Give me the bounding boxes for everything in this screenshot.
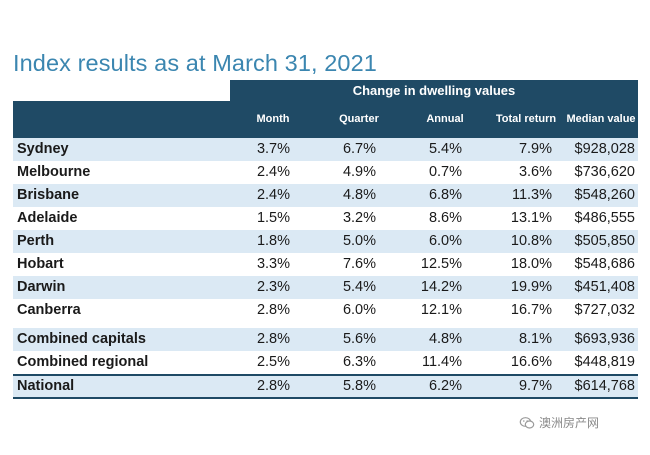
cell-month: 2.5%: [256, 354, 290, 370]
cell-quarter: 5.8%: [342, 378, 376, 394]
row-region-name: Melbourne: [17, 164, 91, 180]
cell-quarter: 6.3%: [342, 354, 376, 370]
column-header-total-return: Total return: [495, 113, 557, 126]
cell-quarter: 4.8%: [342, 187, 376, 203]
cell-month: 2.8%: [256, 378, 290, 394]
column-header-quarter: Quarter: [339, 113, 379, 126]
table-row: Hobart 3.3% 7.6% 12.5% 18.0% $548,686: [13, 253, 638, 276]
cell-annual: 14.2%: [420, 279, 462, 295]
table-row: Combined regional 2.5% 6.3% 11.4% 16.6% $448,…: [13, 351, 638, 374]
cell-quarter: 6.7%: [342, 141, 376, 157]
cell-quarter: 5.6%: [342, 331, 376, 347]
cell-annual: 6.0%: [428, 233, 462, 249]
cell-total: 16.6%: [510, 354, 552, 370]
watermark-text: 澳洲房产网: [539, 416, 600, 430]
cell-total: 11.3%: [511, 187, 552, 203]
cell-annual: 8.6%: [428, 210, 462, 226]
row-region-name: Adelaide: [17, 210, 78, 226]
cell-month: 2.4%: [256, 187, 290, 203]
cell-median: $548,686: [574, 256, 635, 272]
page-title: Index results as at March 31, 2021: [13, 50, 377, 76]
cell-month: 3.7%: [256, 141, 290, 157]
column-header-month: Month: [256, 113, 290, 126]
table-row: Canberra 2.8% 6.0% 12.1% 16.7% $727,032: [13, 299, 638, 322]
cell-month: 2.8%: [256, 331, 290, 347]
cell-total: 13.1%: [510, 210, 552, 226]
table-bottom-rule: [13, 397, 638, 399]
cell-annual: 5.4%: [428, 141, 462, 157]
table-row: Perth 1.8% 5.0% 6.0% 10.8% $505,850: [13, 230, 638, 253]
cell-month: 1.8%: [256, 233, 290, 249]
row-region-name: Canberra: [17, 302, 81, 318]
cell-annual: 4.8%: [428, 331, 462, 347]
column-header-annual: Annual: [426, 113, 464, 126]
wechat-logo-icon: [519, 416, 535, 429]
table-row: Adelaide 1.5% 3.2% 8.6% 13.1% $486,555: [13, 207, 638, 230]
cell-total: 9.7%: [518, 378, 552, 394]
cell-month: 1.5%: [256, 210, 290, 226]
table-row: Darwin 2.3% 5.4% 14.2% 19.9% $451,408: [13, 276, 638, 299]
cell-quarter: 6.0%: [342, 302, 376, 318]
cell-median: $693,936: [574, 331, 635, 347]
cell-quarter: 5.4%: [342, 279, 376, 295]
row-region-name: Darwin: [17, 279, 66, 295]
cell-median: $505,850: [574, 233, 635, 249]
cell-annual: 12.5%: [420, 256, 462, 272]
row-region-name: Sydney: [17, 141, 69, 157]
row-region-name: Perth: [17, 233, 55, 249]
cell-month: 2.8%: [256, 302, 290, 318]
row-region-name: National: [17, 378, 75, 394]
watermark: 澳洲房产网: [519, 414, 599, 431]
cell-median: $486,555: [574, 210, 635, 226]
cell-median: $614,768: [574, 378, 635, 394]
cell-median: $451,408: [574, 279, 635, 295]
cell-annual: 6.8%: [428, 187, 462, 203]
cell-total: 16.7%: [510, 302, 552, 318]
cell-annual: 6.2%: [428, 378, 462, 394]
cell-median: $548,260: [574, 187, 635, 203]
table-row: Melbourne 2.4% 4.9% 0.7% 3.6% $736,620: [13, 161, 638, 184]
cell-annual: 12.1%: [420, 302, 462, 318]
cell-annual: 11.4%: [421, 354, 462, 370]
cell-median: $928,028: [574, 141, 635, 157]
table-row: Sydney 3.7% 6.7% 5.4% 7.9% $928,028: [13, 138, 638, 161]
table-row: Brisbane 2.4% 4.8% 6.8% 11.3% $548,260: [13, 184, 638, 207]
group-header: Change in dwelling values: [230, 80, 638, 101]
cell-quarter: 4.9%: [342, 164, 376, 180]
national-top-rule: [13, 374, 638, 376]
cell-quarter: 5.0%: [342, 233, 376, 249]
cell-total: 18.0%: [510, 256, 552, 272]
row-region-name: Brisbane: [17, 187, 80, 203]
cell-month: 3.3%: [256, 256, 290, 272]
cell-month: 2.4%: [256, 164, 290, 180]
cell-quarter: 3.2%: [342, 210, 376, 226]
cell-total: 19.9%: [510, 279, 552, 295]
cell-median: $448,819: [574, 354, 635, 370]
cell-total: 3.6%: [518, 164, 552, 180]
cell-median: $727,032: [574, 302, 635, 318]
cell-total: 10.8%: [510, 233, 552, 249]
table-row: Combined capitals 2.8% 5.6% 4.8% 8.1% $693,93…: [13, 328, 638, 351]
column-header-median-value: Median value: [566, 113, 636, 126]
row-region-name: Combined capitals: [17, 331, 146, 347]
row-region-name: Combined regional: [17, 354, 149, 370]
cell-total: 8.1%: [518, 331, 552, 347]
column-header-row: Month Quarter Annual Total return Median…: [13, 101, 638, 138]
table-row: National 2.8% 5.8% 6.2% 9.7% $614,768: [13, 375, 638, 398]
cell-median: $736,620: [574, 164, 635, 180]
cell-annual: 0.7%: [428, 164, 462, 180]
cell-quarter: 7.6%: [342, 256, 376, 272]
cell-total: 7.9%: [518, 141, 552, 157]
row-region-name: Hobart: [17, 256, 64, 272]
cell-month: 2.3%: [256, 279, 290, 295]
